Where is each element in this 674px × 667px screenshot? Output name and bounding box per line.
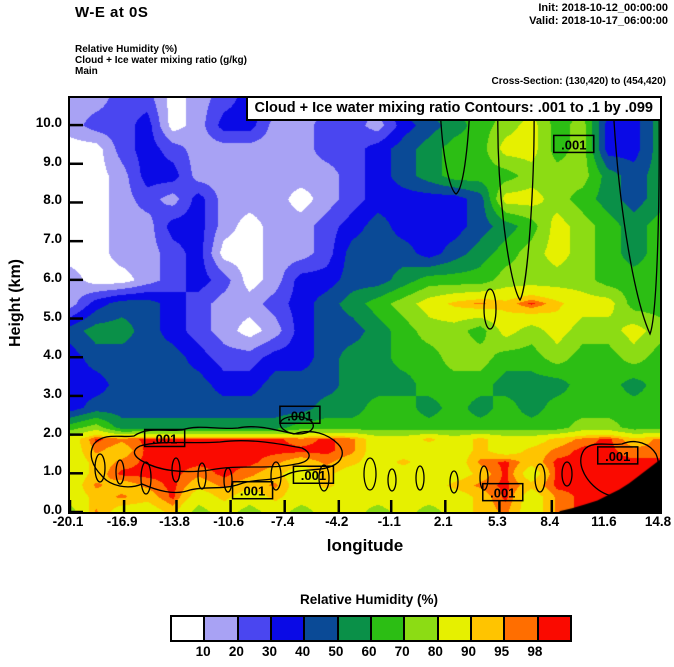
colorbar-tick-label: 90 <box>460 644 477 659</box>
valid-time: Valid: 2018-10-17_06:00:00 <box>529 15 668 27</box>
colorbar-cell <box>271 617 306 640</box>
x-tick-label: 11.6 <box>591 514 617 529</box>
x-tick-label: 5.3 <box>488 514 507 529</box>
x-tick-label: -13.8 <box>159 514 190 529</box>
heatmap-canvas <box>70 98 660 512</box>
field-line-shaded: Relative Humidity (%) <box>75 44 178 55</box>
y-tick-label: 0.0 <box>43 502 62 517</box>
x-tick-label: -20.1 <box>52 514 84 529</box>
x-tick-label: 8.4 <box>540 514 560 529</box>
y-tick-label: 6.0 <box>43 269 62 285</box>
colorbar-cell <box>338 617 372 640</box>
colorbar-cell <box>505 617 539 640</box>
colorbar-cell <box>405 617 439 640</box>
y-tick-label: 9.0 <box>43 153 62 169</box>
x-axis-title: longitude <box>326 536 404 555</box>
colorbar-cell <box>205 617 239 640</box>
colorbar-cell <box>371 617 406 640</box>
field-line-contour: Cloud + Ice water mixing ratio (g/kg) <box>75 55 247 66</box>
x-tick-label: 14.8 <box>644 514 672 529</box>
x-tick-label: 2.1 <box>433 514 453 529</box>
colorbar-tick-label: 95 <box>494 644 510 659</box>
colorbar-cell <box>238 617 272 640</box>
colorbar <box>170 615 572 642</box>
colorbar-tick-label: 60 <box>361 644 377 659</box>
field-line-domain: Main <box>75 66 98 77</box>
y-tick-label: 5.0 <box>43 308 62 324</box>
colorbar-tick-label: 98 <box>527 644 543 659</box>
colorbar-cell <box>538 617 570 640</box>
y-tick-label: 2.0 <box>43 424 62 440</box>
x-tick-label: -4.2 <box>325 514 349 529</box>
x-tick-label: -16.9 <box>106 514 138 529</box>
colorbar-cell <box>471 617 506 640</box>
x-tick-label: -1.1 <box>377 514 401 529</box>
x-tick-label: -7.4 <box>271 514 295 529</box>
contour-banner: Cloud + Ice water mixing ratio Contours:… <box>245 96 662 121</box>
field-list: Relative Humidity (%) Cloud + Ice water … <box>75 44 247 77</box>
colorbar-tick-label: 50 <box>328 644 344 659</box>
y-axis-title: Height (km) <box>7 259 24 347</box>
init-time: Init: 2018-10-12_00:00:00 <box>538 2 668 14</box>
colorbar-tick-label: 10 <box>195 644 211 659</box>
y-tick-label: 3.0 <box>43 385 62 401</box>
y-tick-label: 7.0 <box>43 231 62 247</box>
cross-section-info: Cross-Section: (130,420) to (454,420) <box>491 76 666 87</box>
y-tick-label: 8.0 <box>43 192 62 208</box>
colorbar-title: Relative Humidity (%) <box>299 592 439 607</box>
colorbar-tick-label: 20 <box>228 644 244 659</box>
y-tick-label: 1.0 <box>43 463 62 479</box>
y-tick-label: 10.0 <box>35 115 62 131</box>
colorbar-tick-label: 40 <box>295 644 311 659</box>
colorbar-tick-label: 70 <box>394 644 410 659</box>
colorbar-cell <box>305 617 339 640</box>
colorbar-tick-label: 30 <box>261 644 278 659</box>
x-tick-label: -10.6 <box>213 514 244 529</box>
colorbar-cell <box>172 617 206 640</box>
y-tick-label: 4.0 <box>43 347 62 363</box>
page-title: W-E at 0S <box>75 4 149 21</box>
colorbar-tick-label: 80 <box>427 644 443 659</box>
run-times: Init: 2018-10-12_00:00:00 Valid: 2018-10… <box>529 2 668 28</box>
plot-area: .001.001.001.001.001.001.001 Cloud + Ice… <box>68 96 662 514</box>
colorbar-cell <box>438 617 472 640</box>
